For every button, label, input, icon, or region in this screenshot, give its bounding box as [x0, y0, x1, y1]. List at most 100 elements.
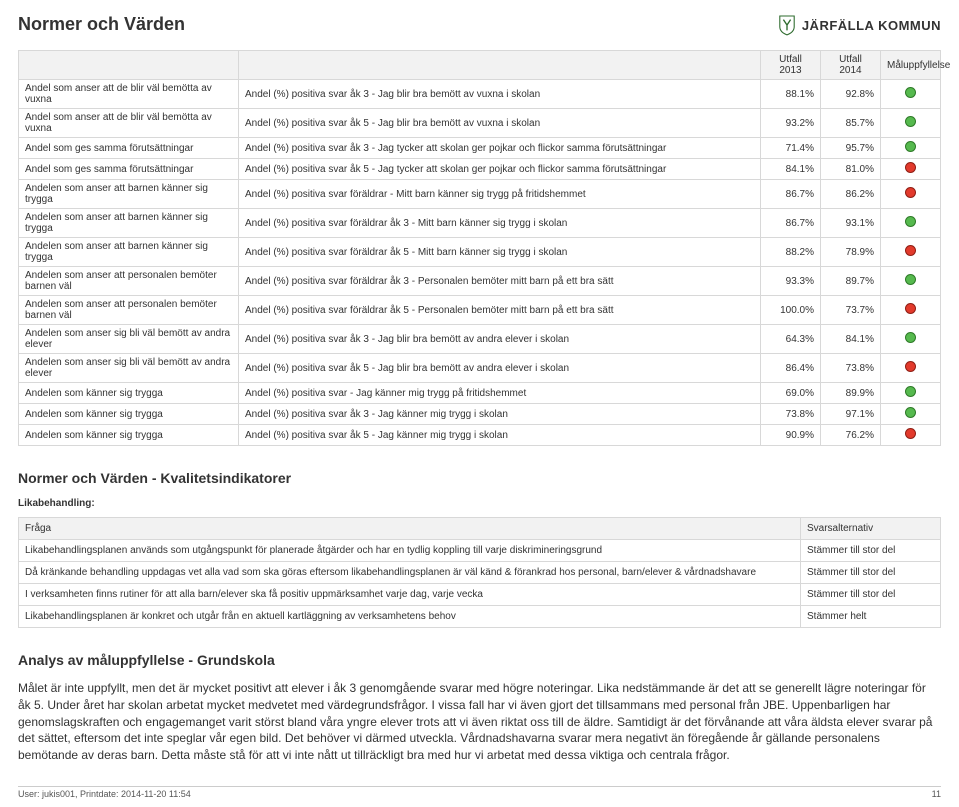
page-header: Normer och Värden JÄRFÄLLA KOMMUN: [18, 14, 941, 36]
col-goal: Måluppfyllelse: [881, 51, 941, 80]
status-dot-red: [905, 303, 916, 314]
col-blank2: [239, 51, 761, 80]
cell-2014: 95.7%: [821, 138, 881, 159]
cell-dot: [881, 180, 941, 209]
status-dot-red: [905, 245, 916, 256]
table-row: Andelen som anser att barnen känner sig …: [19, 209, 941, 238]
page-title: Normer och Värden: [18, 14, 185, 35]
cell-dot: [881, 138, 941, 159]
analysis-title: Analys av måluppfyllelse - Grundskola: [18, 652, 941, 668]
cell-2013: 71.4%: [761, 138, 821, 159]
table-row: Andel som anser att de blir väl bemötta …: [19, 109, 941, 138]
footer-left: User: jukis001, Printdate: 2014-11-20 11…: [18, 789, 191, 799]
status-dot-green: [905, 87, 916, 98]
cell-metric: Andelen som känner sig trygga: [19, 404, 239, 425]
status-dot-green: [905, 274, 916, 285]
cell-2014: 73.8%: [821, 354, 881, 383]
cell-2013: 93.3%: [761, 267, 821, 296]
cell-metric: Andelen som anser att barnen känner sig …: [19, 209, 239, 238]
table-row: Andelen som anser att barnen känner sig …: [19, 180, 941, 209]
status-dot-green: [905, 407, 916, 418]
cell-2013: 90.9%: [761, 425, 821, 446]
cell-2014: 89.9%: [821, 383, 881, 404]
cell-dot: [881, 238, 941, 267]
status-dot-green: [905, 332, 916, 343]
cell-2013: 64.3%: [761, 325, 821, 354]
cell-desc: Andel (%) positiva svar föräldrar åk 5 -…: [239, 238, 761, 267]
status-dot-green: [905, 116, 916, 127]
cell-desc: Andel (%) positiva svar åk 3 - Jag blir …: [239, 80, 761, 109]
q-cell-answer: Stämmer till stor del: [801, 584, 941, 606]
cell-metric: Andel som anser att de blir väl bemötta …: [19, 80, 239, 109]
cell-2014: 81.0%: [821, 159, 881, 180]
footer-page-number: 11: [932, 789, 941, 799]
cell-metric: Andel som ges samma förutsättningar: [19, 159, 239, 180]
table-row: Andelen som anser sig bli väl bemött av …: [19, 354, 941, 383]
cell-desc: Andel (%) positiva svar åk 5 - Jag blir …: [239, 354, 761, 383]
cell-desc: Andel (%) positiva svar åk 3 - Jag tycke…: [239, 138, 761, 159]
q-cell-question: Likabehandlingsplanen används som utgång…: [19, 540, 801, 562]
q-cell-answer: Stämmer helt: [801, 606, 941, 628]
cell-2013: 84.1%: [761, 159, 821, 180]
table-row: Andelen som känner sig tryggaAndel (%) p…: [19, 404, 941, 425]
status-dot-green: [905, 386, 916, 397]
col-2014: Utfall 2014: [821, 51, 881, 80]
cell-dot: [881, 109, 941, 138]
cell-metric: Andelen som anser att personalen bemöter…: [19, 267, 239, 296]
q-table-row: Likabehandlingsplanen används som utgång…: [19, 540, 941, 562]
cell-2014: 73.7%: [821, 296, 881, 325]
q-cell-answer: Stämmer till stor del: [801, 562, 941, 584]
table-row: Andelen som känner sig tryggaAndel (%) p…: [19, 383, 941, 404]
section2-sub: Likabehandling:: [18, 498, 941, 509]
cell-2014: 89.7%: [821, 267, 881, 296]
status-dot-red: [905, 187, 916, 198]
section2-title: Normer och Värden - Kvalitetsindikatorer: [18, 470, 941, 486]
status-dot-green: [905, 141, 916, 152]
table-row: Andelen som anser att personalen bemöter…: [19, 267, 941, 296]
cell-metric: Andel som ges samma förutsättningar: [19, 138, 239, 159]
cell-desc: Andel (%) positiva svar föräldrar - Mitt…: [239, 180, 761, 209]
cell-metric: Andelen som känner sig trygga: [19, 425, 239, 446]
cell-metric: Andelen som känner sig trygga: [19, 383, 239, 404]
table-row: Andelen som känner sig tryggaAndel (%) p…: [19, 425, 941, 446]
cell-desc: Andel (%) positiva svar åk 5 - Jag tycke…: [239, 159, 761, 180]
cell-2014: 85.7%: [821, 109, 881, 138]
q-table-row: Då kränkande behandling uppdagas vet all…: [19, 562, 941, 584]
cell-2013: 88.2%: [761, 238, 821, 267]
analysis-body: Målet är inte uppfyllt, men det är mycke…: [18, 680, 941, 764]
cell-desc: Andel (%) positiva svar föräldrar åk 3 -…: [239, 267, 761, 296]
col-blank1: [19, 51, 239, 80]
cell-2014: 76.2%: [821, 425, 881, 446]
table-row: Andel som ges samma förutsättningarAndel…: [19, 159, 941, 180]
cell-desc: Andel (%) positiva svar åk 5 - Jag känne…: [239, 425, 761, 446]
status-dot-red: [905, 361, 916, 372]
cell-desc: Andel (%) positiva svar åk 5 - Jag blir …: [239, 109, 761, 138]
cell-metric: Andelen som anser att barnen känner sig …: [19, 180, 239, 209]
q-header-row: Fråga Svarsalternativ: [19, 518, 941, 540]
quality-table: Fråga Svarsalternativ Likabehandlingspla…: [18, 517, 941, 628]
cell-dot: [881, 354, 941, 383]
cell-2013: 69.0%: [761, 383, 821, 404]
cell-dot: [881, 296, 941, 325]
cell-2014: 97.1%: [821, 404, 881, 425]
results-table: Utfall 2013 Utfall 2014 Måluppfyllelse A…: [18, 50, 941, 446]
col-2013: Utfall 2013: [761, 51, 821, 80]
cell-desc: Andel (%) positiva svar föräldrar åk 3 -…: [239, 209, 761, 238]
table-row: Andelen som anser att barnen känner sig …: [19, 238, 941, 267]
cell-2013: 93.2%: [761, 109, 821, 138]
cell-dot: [881, 425, 941, 446]
cell-metric: Andelen som anser att barnen känner sig …: [19, 238, 239, 267]
cell-dot: [881, 80, 941, 109]
q-cell-question: Då kränkande behandling uppdagas vet all…: [19, 562, 801, 584]
status-dot-red: [905, 162, 916, 173]
cell-dot: [881, 325, 941, 354]
cell-dot: [881, 159, 941, 180]
table-row: Andelen som anser sig bli väl bemött av …: [19, 325, 941, 354]
cell-metric: Andelen som anser att personalen bemöter…: [19, 296, 239, 325]
cell-2013: 73.8%: [761, 404, 821, 425]
brand-logo: JÄRFÄLLA KOMMUN: [778, 14, 941, 36]
status-dot-green: [905, 216, 916, 227]
table-header-row: Utfall 2013 Utfall 2014 Måluppfyllelse: [19, 51, 941, 80]
cell-dot: [881, 383, 941, 404]
table-row: Andelen som anser att personalen bemöter…: [19, 296, 941, 325]
